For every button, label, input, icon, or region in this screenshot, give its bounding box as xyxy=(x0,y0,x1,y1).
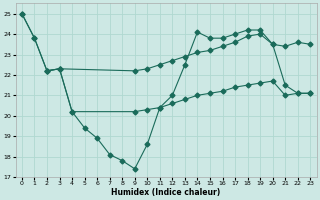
X-axis label: Humidex (Indice chaleur): Humidex (Indice chaleur) xyxy=(111,188,221,197)
